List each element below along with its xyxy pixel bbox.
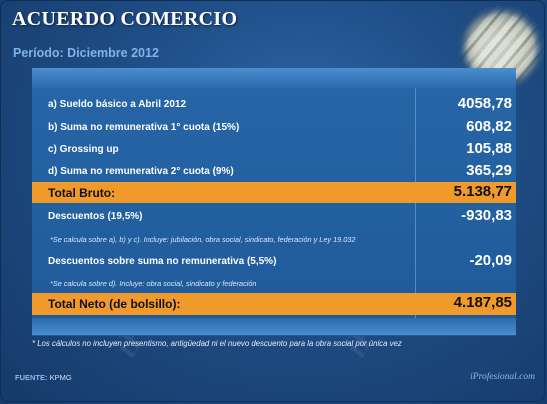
total-bruto-row: Total Bruto: 5.138,77: [32, 182, 516, 203]
brand-logo: iProfesional.com: [470, 372, 535, 382]
descuentos-no-rem-label: Descuentos sobre suma no remunerativa (5…: [48, 256, 277, 267]
table-row: b) Suma no remunerativa 1° cuota (15%) 6…: [32, 116, 516, 138]
table-header-bar: [32, 68, 516, 88]
descuentos-no-rem-note: *Se calcula sobre d). Incluye: obra soci…: [50, 279, 257, 288]
descuentos-label: Descuentos (19,5%): [48, 211, 143, 222]
row-label: b) Suma no remunerativa 1° cuota (15%): [48, 122, 240, 133]
table-row: c) Grossing up 105,88: [32, 138, 516, 160]
descuentos-no-rem-row: Descuentos sobre suma no remunerativa (5…: [32, 250, 516, 272]
column-divider: [415, 88, 416, 318]
descuentos-no-rem-value: -20,09: [469, 252, 512, 269]
total-neto-value: 4.187,85: [453, 294, 512, 311]
total-neto-row: Total Neto (de bolsillo): 4.187,85: [32, 293, 516, 315]
source-credit: FUENTE: KPMG: [15, 373, 72, 382]
footnote: * Los cálculos no incluyen presentismo, …: [32, 339, 402, 348]
descuentos-value: -930,83: [461, 207, 512, 224]
total-bruto-value: 5.138,77: [453, 183, 512, 200]
row-label: c) Grossing up: [48, 144, 119, 155]
row-value: 105,88: [466, 140, 512, 157]
row-label: a) Sueldo básico a Abril 2012: [48, 99, 187, 110]
table-row: a) Sueldo básico a Abril 2012 4058,78: [32, 93, 516, 115]
descuentos-note: *Se calcula sobre a), b) y c). Incluye: …: [50, 235, 356, 244]
page-title: ACUERDO COMERCIO: [12, 8, 238, 30]
row-value: 4058,78: [457, 95, 512, 112]
total-bruto-label: Total Bruto:: [48, 186, 116, 200]
descuentos-row: Descuentos (19,5%) -930,83: [32, 205, 516, 227]
period-label: Período: Diciembre 2012: [13, 46, 159, 60]
table-footer-bar: [32, 318, 516, 335]
table-row: d) Suma no remunerativa 2° cuota (9%) 36…: [32, 160, 516, 182]
source-label: FUENTE:: [15, 373, 48, 382]
total-neto-label: Total Neto (de bolsillo):: [48, 297, 181, 311]
source-value: KPMG: [49, 373, 72, 382]
row-value: 608,82: [466, 118, 512, 135]
row-value: 365,29: [466, 162, 512, 179]
row-label: d) Suma no remunerativa 2° cuota (9%): [48, 166, 234, 177]
